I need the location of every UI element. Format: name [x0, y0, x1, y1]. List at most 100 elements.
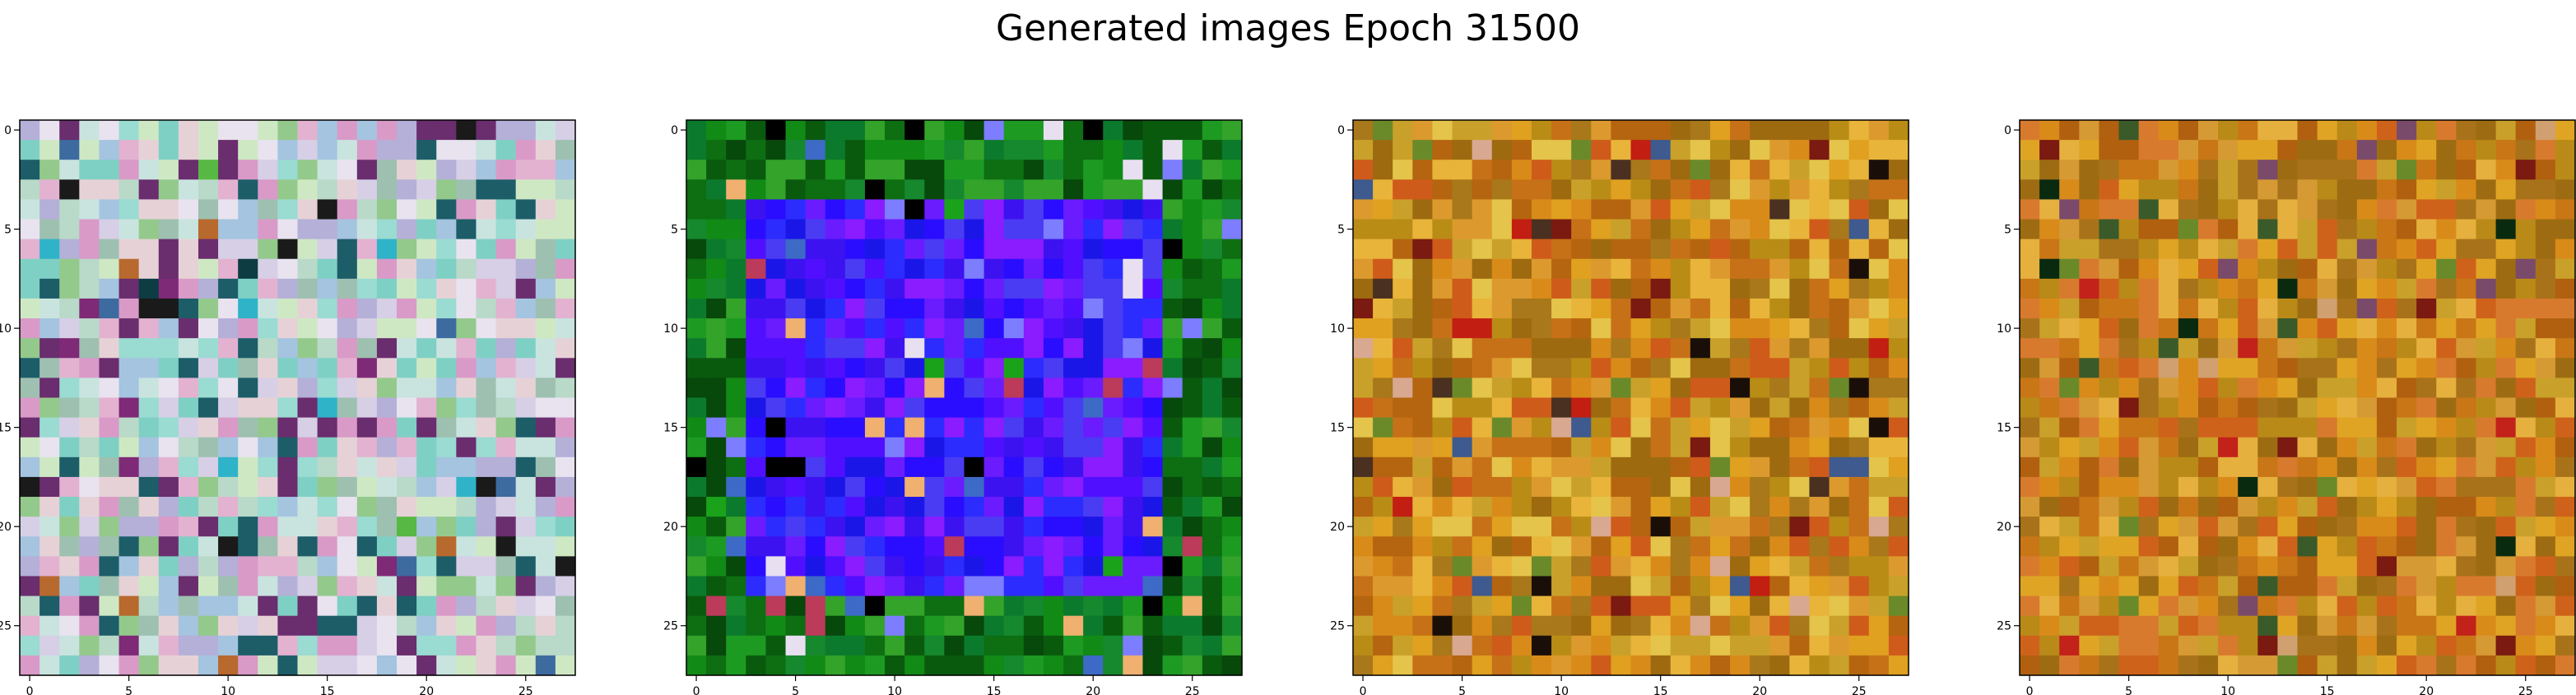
pixel-cell	[1393, 378, 1413, 399]
pixel-cell	[337, 298, 358, 319]
pixel-cell	[1043, 576, 1064, 597]
pixel-cell	[746, 536, 767, 557]
pixel-cell	[1650, 437, 1672, 458]
pixel-cell	[515, 278, 537, 299]
pixel-cell	[1571, 338, 1592, 359]
pixel-cell	[515, 258, 537, 280]
pixel-cell	[2515, 655, 2536, 676]
pixel-cell	[1809, 239, 1830, 260]
pixel-cell	[785, 120, 807, 141]
pixel-cell	[2277, 536, 2299, 557]
pixel-cell	[2118, 239, 2140, 260]
pixel-cell	[356, 239, 378, 260]
pixel-cell	[138, 536, 160, 557]
pixel-cell	[397, 179, 417, 201]
pixel-cell	[2197, 497, 2219, 517]
pixel-cell	[785, 397, 807, 419]
pixel-cell	[1709, 437, 1731, 458]
pixel-cell	[2099, 576, 2120, 597]
pixel-cell	[2456, 318, 2477, 339]
pixel-cell	[2039, 258, 2060, 280]
pixel-cell	[2535, 338, 2556, 359]
pixel-cell	[2039, 140, 2060, 160]
pixel-cell	[1829, 655, 1850, 676]
pixel-cell	[1750, 437, 1770, 458]
pixel-cell	[2039, 576, 2060, 597]
pixel-cell	[864, 258, 886, 280]
pixel-cell	[2158, 298, 2179, 319]
pixel-cell	[1730, 476, 1751, 498]
pixel-cell	[1829, 378, 1850, 399]
pixel-cell	[1650, 298, 1672, 319]
pixel-cell	[2317, 397, 2338, 419]
pixel-cell	[20, 199, 40, 220]
pixel-cell	[944, 120, 965, 141]
pixel-cell	[825, 556, 846, 577]
pixel-cell	[2456, 160, 2477, 180]
pixel-cell	[2039, 437, 2060, 458]
pixel-cell	[1769, 258, 1790, 280]
pixel-cell	[924, 417, 945, 438]
pixel-cell	[555, 576, 576, 597]
pixel-cell	[2356, 456, 2378, 478]
pixel-cell	[2456, 576, 2477, 597]
pixel-cell	[20, 219, 40, 240]
pixel-cell	[1611, 160, 1632, 180]
pixel-cell	[2535, 160, 2556, 180]
pixel-cell	[218, 397, 239, 419]
pixel-cell	[1103, 576, 1123, 597]
pixel-cell	[1888, 239, 1909, 260]
pixel-cell	[1848, 456, 1870, 478]
pixel-cell	[1182, 298, 1203, 319]
pixel-cell	[2238, 417, 2258, 438]
pixel-cell	[495, 556, 517, 577]
pixel-cell	[1809, 576, 1830, 597]
pixel-cell	[515, 318, 537, 339]
pixel-cell	[1432, 615, 1453, 637]
pixel-cell	[2039, 239, 2060, 260]
pixel-cell	[1083, 615, 1104, 637]
pixel-cell	[535, 615, 556, 637]
pixel-cell	[178, 615, 199, 637]
pixel-cell	[864, 298, 886, 319]
pixel-cell	[436, 298, 457, 319]
pixel-cell	[2277, 140, 2299, 160]
pixel-cell	[1452, 417, 1473, 438]
pixel-cell	[765, 556, 787, 577]
pixel-cell	[2456, 497, 2477, 517]
pixel-cell	[2218, 318, 2239, 339]
pixel-cell	[2197, 476, 2219, 498]
pixel-cell	[1769, 437, 1790, 458]
pixel-cell	[1531, 456, 1552, 478]
pixel-cell	[844, 417, 866, 438]
pixel-cell	[2515, 517, 2536, 537]
pixel-cell	[317, 655, 338, 676]
pixel-cell	[904, 615, 925, 637]
pixel-cell	[476, 160, 497, 180]
pixel-cell	[1690, 219, 1711, 240]
pixel-cell	[218, 258, 239, 280]
pixel-cell	[1182, 476, 1203, 498]
pixel-cell	[1182, 517, 1203, 537]
pixel-cell	[726, 655, 746, 676]
pixel-cell	[2039, 517, 2060, 537]
pixel-cell	[2376, 140, 2397, 160]
pixel-cell	[1848, 517, 1870, 537]
pixel-cell	[2397, 397, 2417, 419]
pixel-cell	[1083, 298, 1104, 319]
pixel-cell	[198, 497, 219, 517]
pixel-cell	[885, 556, 905, 577]
pixel-cell	[1809, 476, 1830, 498]
pixel-cell	[138, 378, 160, 399]
pixel-cell	[746, 476, 767, 498]
pixel-cell	[535, 517, 556, 537]
pixel-cell	[2476, 318, 2497, 339]
pixel-cell	[2099, 655, 2120, 676]
pixel-cell	[1123, 576, 1144, 597]
pixel-cell	[2376, 378, 2397, 399]
pixel-cell	[456, 437, 477, 458]
pixel-cell	[964, 397, 985, 419]
pixel-cell	[495, 278, 517, 299]
pixel-cell	[555, 378, 576, 399]
pixel-cell	[1043, 615, 1064, 637]
